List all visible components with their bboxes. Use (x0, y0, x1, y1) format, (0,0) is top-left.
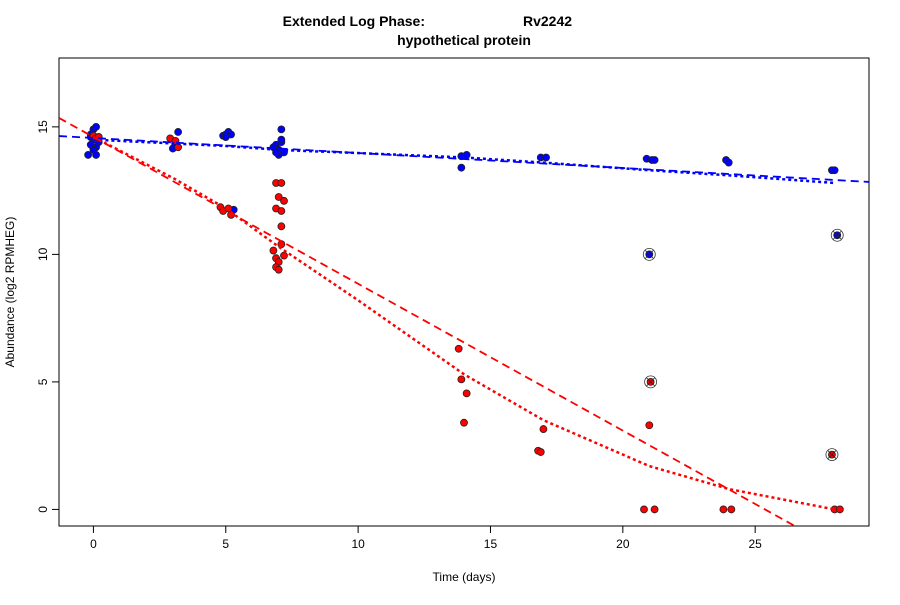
x-axis-label: Time (days) (433, 570, 496, 584)
data-point (460, 418, 468, 427)
y-tick-label: 10 (36, 247, 50, 261)
data-point (92, 122, 100, 131)
x-tick-label: 20 (616, 537, 630, 551)
data-point (274, 265, 283, 274)
highlight-cross (827, 450, 837, 459)
fit-line-dotted (92, 135, 835, 511)
x-tick-label: 5 (222, 537, 229, 551)
x-tick-label: 0 (90, 537, 97, 551)
data-point (269, 246, 278, 255)
data-point (280, 251, 288, 260)
data-point (277, 125, 286, 134)
highlight-cross (646, 377, 655, 387)
highlight-ring (642, 247, 656, 261)
chart-title-right: Rv2242 (523, 13, 572, 29)
data-point (454, 344, 463, 353)
data-point (645, 421, 654, 430)
chart-title-left: Extended Log Phase: (283, 13, 425, 29)
data-point (92, 151, 100, 159)
x-tick-label: 25 (748, 537, 762, 551)
data-point (536, 448, 545, 456)
data-point (830, 166, 839, 175)
data-point (640, 505, 648, 514)
highlight-ring (644, 375, 658, 389)
data-point (719, 505, 728, 514)
x-tick-label: 15 (484, 537, 498, 551)
data-point (277, 179, 286, 187)
data-point (727, 505, 736, 514)
fit-line-dashed (59, 117, 796, 526)
x-tick-label: 10 (351, 537, 365, 551)
data-point (174, 128, 183, 136)
data-point (462, 389, 471, 398)
plot-frame (58, 57, 870, 527)
highlight-ring (830, 228, 844, 242)
data-point (457, 163, 466, 172)
data-point (542, 153, 550, 162)
data-point (280, 196, 288, 205)
data-point (84, 151, 93, 159)
data-point (221, 133, 230, 141)
y-axis-label: Abundance (log2 RPMHEG) (3, 217, 17, 368)
data-point (277, 135, 286, 144)
data-point (650, 156, 659, 164)
y-tick-label: 0 (36, 506, 50, 513)
fit-line-dashed (59, 135, 869, 183)
data-point (457, 375, 466, 384)
data-point (835, 505, 844, 514)
highlight-cross (832, 230, 842, 240)
y-tick-label: 15 (36, 120, 50, 134)
chart-subtitle: hypothetical protein (397, 32, 531, 48)
data-point (539, 425, 548, 433)
highlight-ring (825, 448, 839, 461)
highlight-cross (645, 250, 654, 259)
y-tick-label: 5 (36, 378, 50, 385)
data-point (724, 158, 733, 167)
fit-line-dotted (93, 138, 835, 185)
data-point (277, 222, 286, 231)
data-point (277, 207, 286, 215)
data-point (650, 505, 659, 514)
data-point (274, 193, 283, 201)
